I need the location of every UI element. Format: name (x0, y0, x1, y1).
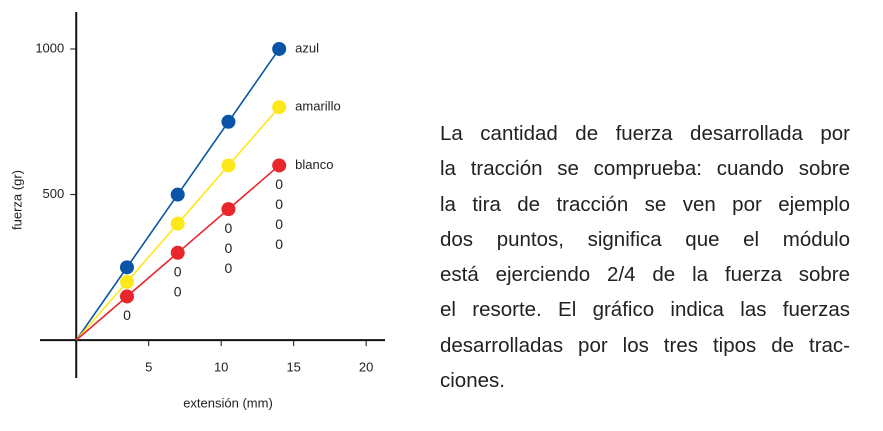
annotation: 0 (275, 216, 283, 232)
text-line: el resorte. El gráfico indica las fuerza… (440, 298, 850, 322)
x-tick-label: 15 (286, 360, 300, 375)
text-line: La cantidad de fuerza desarrollada por (440, 122, 850, 145)
point (221, 158, 236, 173)
annotation: 0 (225, 220, 233, 236)
point (221, 202, 236, 217)
text-line: dos puntos, significa que el módulo (440, 227, 850, 251)
point (119, 289, 134, 304)
point (272, 41, 287, 56)
point (170, 216, 185, 231)
text-line: ciones. (440, 369, 505, 393)
annotation: 0 (225, 260, 233, 276)
chart: extensión (mm) fuerza (gr) 5 10 15 20 500 100… (9, 12, 385, 410)
text-line: la tira de tracción se ven por ejemplo (440, 192, 850, 216)
text-line: la tracción se comprueba: cuando sobre (440, 157, 850, 181)
annotation: 0 (225, 240, 233, 256)
text-line: desarrolladas por los tres tipos de trac… (440, 333, 850, 357)
series-label: azul (295, 40, 319, 55)
annotation: 0 (123, 307, 131, 323)
y-axis-label: fuerza (gr) (9, 170, 24, 230)
series-label: blanco (295, 157, 333, 172)
point (119, 260, 134, 275)
point (170, 245, 185, 260)
y-tick-label: 1000 (35, 40, 64, 55)
x-axis-label: extensión (mm) (183, 395, 273, 410)
series-label: amarillo (295, 99, 341, 114)
point (170, 187, 185, 202)
point (221, 114, 236, 129)
annotation: 0 (275, 176, 283, 192)
point (119, 274, 134, 289)
annotation: 0 (174, 264, 182, 280)
point (272, 158, 287, 173)
annotation: 0 (174, 284, 182, 300)
x-tick-label: 20 (359, 360, 373, 375)
point (272, 100, 287, 115)
x-tick-label: 5 (145, 360, 152, 375)
annotation: 0 (275, 236, 283, 252)
text-line: está ejerciendo 2/4 de la fuerza sobre (440, 263, 850, 287)
paragraph: La cantidad de fuerza desarrollada por la… (440, 116, 850, 398)
x-tick-label: 10 (214, 360, 228, 375)
annotation: 0 (275, 196, 283, 212)
y-tick-label: 500 (43, 186, 65, 201)
